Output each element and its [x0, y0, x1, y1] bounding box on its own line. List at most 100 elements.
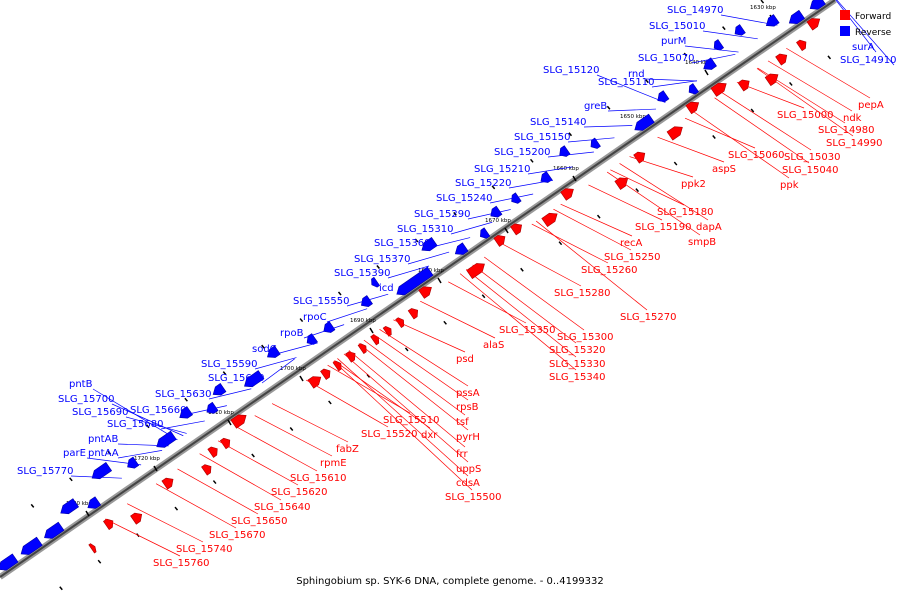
- forward-gene-arrow[interactable]: [407, 308, 419, 320]
- reverse-gene-label: SLG_15360: [374, 238, 430, 249]
- forward-gene-arrow[interactable]: [466, 263, 485, 279]
- forward-gene-arrow[interactable]: [382, 325, 392, 337]
- forward-leader-line: [343, 353, 469, 463]
- forward-gene-arrow[interactable]: [633, 151, 646, 164]
- reverse-gene-label: icd: [379, 283, 394, 294]
- forward-gene-arrow[interactable]: [541, 212, 558, 228]
- forward-gene-arrow[interactable]: [230, 414, 247, 429]
- forward-gene-arrow[interactable]: [357, 343, 367, 354]
- forward-gene-label: SLG_15260: [581, 265, 637, 276]
- forward-gene-arrow[interactable]: [737, 79, 750, 92]
- reverse-gene-arrow[interactable]: [179, 406, 194, 419]
- reverse-gene-arrow[interactable]: [244, 370, 265, 388]
- kbp-tick: [504, 227, 509, 234]
- forward-gene-arrow[interactable]: [161, 477, 174, 490]
- forward-gene-arrow[interactable]: [775, 53, 788, 66]
- reverse-gene-arrow[interactable]: [480, 227, 491, 239]
- forward-gene-label: SLG_15500: [445, 492, 501, 503]
- forward-gene-arrow[interactable]: [88, 543, 97, 554]
- forward-leader-line: [560, 203, 633, 237]
- reverse-gene-arrow[interactable]: [206, 401, 219, 414]
- reverse-leader-line: [275, 342, 318, 355]
- reverse-gene-label: SLG_15590: [201, 359, 257, 370]
- forward-gene-arrow[interactable]: [219, 437, 231, 450]
- forward-gene-arrow[interactable]: [666, 126, 683, 141]
- minor-tick: [145, 424, 150, 429]
- forward-gene-arrow[interactable]: [614, 177, 629, 190]
- reverse-gene-arrow[interactable]: [44, 521, 65, 539]
- forward-gene-label: cdsA: [456, 478, 480, 489]
- forward-gene-arrow[interactable]: [130, 512, 143, 525]
- reverse-gene-arrow[interactable]: [421, 237, 438, 252]
- forward-leader-line: [237, 427, 318, 472]
- reverse-gene-arrow[interactable]: [212, 383, 227, 396]
- reverse-gene-label: SLG_15110: [598, 77, 654, 88]
- forward-leader-line: [531, 223, 609, 264]
- reverse-gene-arrow[interactable]: [540, 171, 553, 183]
- reverse-gene-arrow[interactable]: [267, 345, 281, 358]
- forward-gene-arrow[interactable]: [796, 39, 807, 52]
- forward-leader-line: [588, 184, 663, 221]
- reverse-gene-arrow[interactable]: [490, 205, 503, 218]
- reverse-gene-arrow[interactable]: [323, 321, 336, 333]
- forward-gene-label: SLG_15340: [549, 372, 605, 383]
- minor-tick: [337, 291, 342, 296]
- forward-gene-arrow[interactable]: [370, 334, 380, 346]
- forward-gene-arrow[interactable]: [201, 464, 212, 476]
- forward-gene-arrow[interactable]: [320, 368, 331, 380]
- reverse-gene-arrow[interactable]: [454, 242, 469, 255]
- forward-gene-arrow[interactable]: [332, 360, 342, 372]
- minor-tick: [750, 108, 755, 113]
- reverse-gene-arrow[interactable]: [765, 14, 780, 27]
- reverse-gene-arrow[interactable]: [91, 462, 113, 480]
- forward-gene-label: SLG_15060: [728, 150, 784, 161]
- reverse-gene-label: SLG_15220: [455, 178, 511, 189]
- reverse-gene-arrow[interactable]: [688, 83, 700, 95]
- forward-leader-line: [610, 169, 685, 206]
- reverse-leader-line: [691, 53, 736, 64]
- reverse-gene-arrow[interactable]: [657, 90, 670, 103]
- forward-leader-line: [306, 379, 389, 428]
- forward-gene-label: uppS: [456, 464, 481, 475]
- kbp-label: 1710 kbp: [208, 410, 234, 416]
- reverse-gene-arrow[interactable]: [396, 266, 434, 296]
- reverse-gene-label: SLG_15370: [354, 254, 410, 265]
- reverse-gene-arrow[interactable]: [634, 113, 655, 131]
- reverse-gene-arrow[interactable]: [809, 0, 826, 10]
- forward-gene-arrow[interactable]: [685, 101, 700, 115]
- reverse-leader-line: [117, 443, 169, 447]
- forward-leader-line: [104, 518, 181, 557]
- reverse-gene-arrow[interactable]: [559, 145, 571, 157]
- reverse-leader-line: [261, 358, 295, 384]
- forward-genes: [88, 18, 821, 554]
- forward-gene-label: SLG_14990: [826, 138, 882, 149]
- reverse-leader-line: [583, 125, 633, 128]
- forward-leader-line: [767, 60, 853, 112]
- reverse-gene-arrow[interactable]: [0, 553, 19, 571]
- reverse-gene-arrow[interactable]: [713, 39, 725, 51]
- reverse-leader-line: [346, 293, 389, 307]
- minor-tick: [174, 506, 179, 511]
- forward-gene-arrow[interactable]: [560, 188, 574, 201]
- forward-gene-arrow[interactable]: [806, 18, 821, 31]
- forward-gene-label: SLG_15180: [657, 207, 713, 218]
- reverse-gene-arrow[interactable]: [20, 536, 43, 555]
- forward-leader-line: [483, 256, 585, 331]
- reverse-gene-arrow[interactable]: [60, 498, 80, 515]
- forward-gene-arrow[interactable]: [510, 223, 523, 236]
- reverse-gene-arrow[interactable]: [371, 276, 381, 288]
- forward-gene-label: tsf: [456, 417, 469, 428]
- reverse-gene-arrow[interactable]: [788, 9, 806, 25]
- forward-leader-line: [363, 339, 466, 416]
- forward-gene-arrow[interactable]: [764, 73, 779, 87]
- forward-gene-arrow[interactable]: [418, 286, 432, 299]
- kbp-label: 1660 kbp: [553, 166, 579, 172]
- reverse-gene-arrow[interactable]: [734, 24, 746, 36]
- reverse-gene-arrow[interactable]: [87, 496, 102, 509]
- forward-gene-label: pssA: [456, 388, 480, 399]
- forward-gene-arrow[interactable]: [207, 446, 218, 458]
- reverse-gene-label: SLG_15600: [208, 373, 264, 384]
- forward-gene-arrow[interactable]: [710, 82, 727, 97]
- kbp-tick: [369, 327, 374, 334]
- reverse-gene-label: SLG_15010: [649, 21, 705, 32]
